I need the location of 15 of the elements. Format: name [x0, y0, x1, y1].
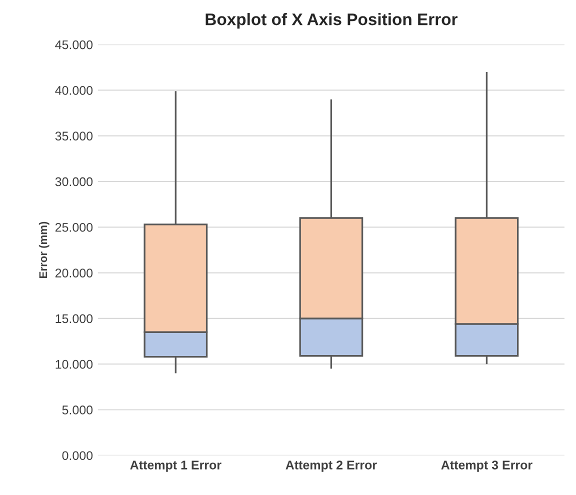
y-tick-label: 25.000 [55, 222, 93, 232]
y-tick-label: 5.000 [62, 406, 93, 414]
x-tick-label: Attempt 3 Error [441, 460, 532, 472]
y-tick-label: 10.000 [56, 360, 93, 369]
y-tick-label: 40.000 [55, 86, 93, 95]
x-tick-label: Attempt 1 Error [130, 460, 222, 472]
y-tick-label: 35.000 [55, 132, 93, 140]
y-tick-label: 15.000 [56, 314, 93, 324]
y-axis-title: Error (mm) [38, 222, 50, 278]
y-tick-label: 20.000 [55, 268, 93, 278]
chart-title: Boxplot of X Axis Position Error [206, 13, 458, 29]
y-tick-label: 0.000 [62, 451, 93, 460]
x-tick-label: Attempt 2 Error [286, 460, 377, 472]
y-tick-label: 30.000 [55, 177, 93, 186]
y-tick-label: 45.000 [55, 40, 93, 50]
